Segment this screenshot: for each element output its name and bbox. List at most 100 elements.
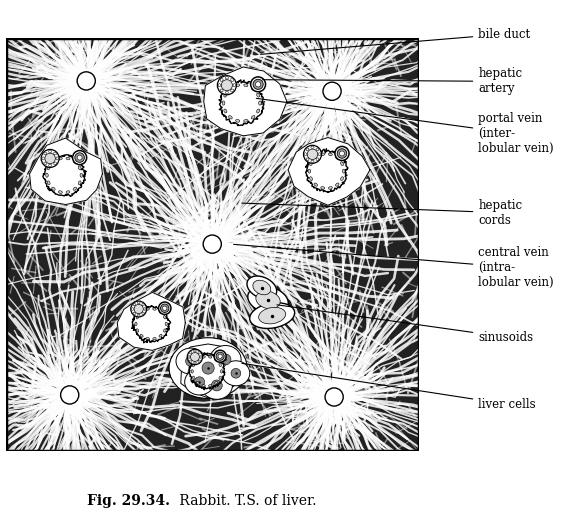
Ellipse shape bbox=[80, 173, 83, 177]
Circle shape bbox=[218, 354, 222, 359]
Circle shape bbox=[131, 301, 147, 317]
Ellipse shape bbox=[215, 382, 217, 384]
Ellipse shape bbox=[159, 311, 162, 313]
Ellipse shape bbox=[247, 276, 277, 299]
Ellipse shape bbox=[229, 87, 232, 90]
Text: Rabbit. T.S. of liver.: Rabbit. T.S. of liver. bbox=[175, 495, 317, 508]
Ellipse shape bbox=[136, 329, 139, 332]
Ellipse shape bbox=[192, 363, 195, 366]
Circle shape bbox=[194, 377, 204, 387]
Ellipse shape bbox=[49, 164, 52, 166]
Circle shape bbox=[77, 72, 95, 90]
Ellipse shape bbox=[52, 160, 55, 163]
Ellipse shape bbox=[135, 322, 137, 326]
Ellipse shape bbox=[138, 314, 140, 316]
Ellipse shape bbox=[58, 191, 62, 193]
Ellipse shape bbox=[219, 363, 221, 366]
Circle shape bbox=[191, 352, 199, 361]
Ellipse shape bbox=[42, 157, 44, 160]
Ellipse shape bbox=[194, 362, 196, 364]
Circle shape bbox=[335, 146, 349, 161]
Ellipse shape bbox=[78, 181, 81, 185]
Circle shape bbox=[214, 350, 226, 362]
Ellipse shape bbox=[244, 84, 248, 87]
Ellipse shape bbox=[133, 312, 135, 314]
Ellipse shape bbox=[248, 286, 288, 314]
Ellipse shape bbox=[210, 345, 241, 373]
Ellipse shape bbox=[341, 177, 344, 181]
Polygon shape bbox=[306, 149, 348, 192]
Circle shape bbox=[231, 369, 241, 378]
Circle shape bbox=[303, 145, 321, 163]
Ellipse shape bbox=[259, 101, 261, 105]
Circle shape bbox=[251, 77, 265, 92]
Ellipse shape bbox=[140, 334, 143, 337]
Ellipse shape bbox=[194, 350, 196, 352]
Ellipse shape bbox=[202, 356, 205, 358]
Ellipse shape bbox=[306, 148, 309, 151]
Ellipse shape bbox=[46, 173, 48, 177]
Ellipse shape bbox=[131, 308, 134, 310]
Ellipse shape bbox=[73, 187, 76, 190]
Ellipse shape bbox=[225, 77, 229, 79]
Ellipse shape bbox=[215, 359, 217, 361]
Ellipse shape bbox=[316, 148, 319, 151]
Ellipse shape bbox=[311, 160, 314, 162]
Circle shape bbox=[217, 76, 237, 94]
Text: liver cells: liver cells bbox=[242, 363, 536, 411]
Ellipse shape bbox=[222, 101, 225, 105]
Text: bile duct: bile duct bbox=[260, 28, 530, 55]
Ellipse shape bbox=[224, 93, 227, 97]
Ellipse shape bbox=[233, 83, 235, 87]
Ellipse shape bbox=[342, 169, 345, 173]
Circle shape bbox=[45, 153, 55, 164]
Circle shape bbox=[187, 349, 203, 365]
Ellipse shape bbox=[328, 186, 332, 189]
Circle shape bbox=[203, 235, 221, 253]
Circle shape bbox=[253, 79, 263, 89]
Ellipse shape bbox=[190, 352, 192, 354]
Ellipse shape bbox=[191, 353, 225, 383]
Circle shape bbox=[61, 386, 79, 404]
Circle shape bbox=[221, 80, 233, 91]
Circle shape bbox=[340, 151, 345, 156]
Text: portal vein
(inter-
lobular vein): portal vein (inter- lobular vein) bbox=[256, 98, 554, 155]
Ellipse shape bbox=[231, 89, 234, 92]
Circle shape bbox=[323, 82, 341, 100]
Circle shape bbox=[41, 150, 59, 167]
Ellipse shape bbox=[308, 169, 311, 173]
Ellipse shape bbox=[311, 146, 314, 149]
Ellipse shape bbox=[336, 156, 339, 159]
Ellipse shape bbox=[66, 191, 70, 193]
Ellipse shape bbox=[136, 316, 139, 319]
Ellipse shape bbox=[336, 183, 339, 186]
Ellipse shape bbox=[229, 116, 232, 119]
Ellipse shape bbox=[188, 355, 190, 358]
Ellipse shape bbox=[250, 303, 295, 329]
Ellipse shape bbox=[47, 166, 50, 170]
Ellipse shape bbox=[321, 186, 325, 189]
Ellipse shape bbox=[244, 119, 248, 122]
Ellipse shape bbox=[153, 338, 156, 340]
Polygon shape bbox=[179, 344, 241, 398]
Ellipse shape bbox=[235, 119, 240, 122]
Circle shape bbox=[255, 82, 261, 87]
Ellipse shape bbox=[144, 308, 146, 310]
Text: hepatic
artery: hepatic artery bbox=[263, 67, 522, 96]
Circle shape bbox=[202, 362, 214, 374]
Ellipse shape bbox=[208, 356, 212, 358]
Polygon shape bbox=[204, 67, 287, 136]
Ellipse shape bbox=[218, 83, 221, 87]
Ellipse shape bbox=[66, 157, 70, 160]
Ellipse shape bbox=[310, 162, 312, 165]
Ellipse shape bbox=[185, 369, 214, 395]
Circle shape bbox=[325, 388, 343, 406]
Ellipse shape bbox=[73, 160, 76, 163]
Ellipse shape bbox=[253, 280, 271, 295]
Ellipse shape bbox=[190, 360, 192, 362]
Circle shape bbox=[72, 151, 87, 165]
Ellipse shape bbox=[321, 153, 325, 156]
Text: central vein
(intra-
lobular vein): central vein (intra- lobular vein) bbox=[234, 244, 554, 289]
Ellipse shape bbox=[220, 89, 223, 92]
Ellipse shape bbox=[56, 157, 58, 160]
